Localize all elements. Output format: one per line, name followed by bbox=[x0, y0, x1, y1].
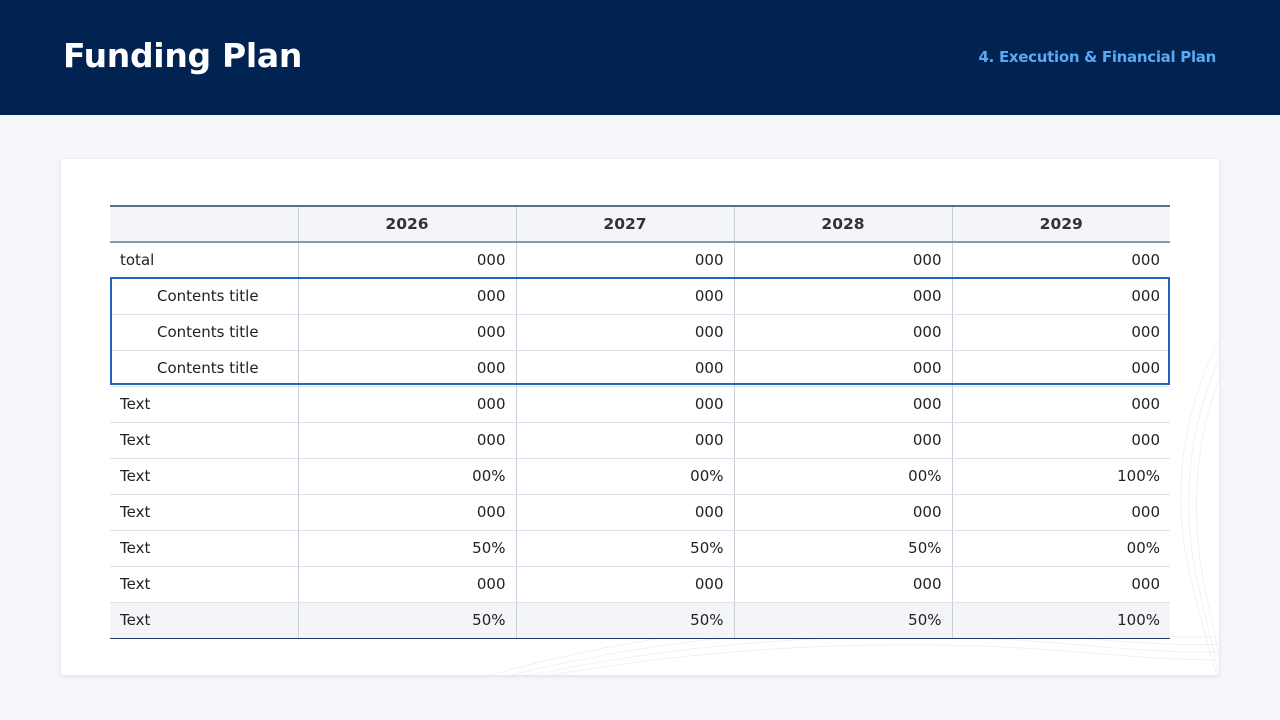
row-label: Text bbox=[110, 494, 298, 531]
table-cell: 000 bbox=[515, 278, 734, 315]
table-row: Contents title 000 000 000 000 bbox=[110, 350, 1170, 387]
page-title: Funding Plan bbox=[63, 36, 303, 75]
table-cell: 000 bbox=[733, 242, 952, 279]
table-cell: 000 bbox=[515, 422, 734, 459]
column-header-2029: 2029 bbox=[951, 205, 1170, 243]
table-cell: 00% bbox=[733, 458, 952, 495]
table-cell: 000 bbox=[951, 422, 1170, 459]
row-label: Contents title bbox=[110, 350, 298, 387]
table-cell: 50% bbox=[733, 530, 952, 567]
row-label: Text bbox=[110, 530, 298, 567]
table-cell: 000 bbox=[297, 350, 516, 387]
table-cell: 000 bbox=[515, 494, 734, 531]
table-row: Text 00% 00% 00% 100% bbox=[110, 458, 1170, 495]
table-cell: 50% bbox=[515, 602, 734, 639]
row-label: Text bbox=[110, 386, 298, 423]
table-cell: 00% bbox=[297, 458, 516, 495]
table-cell: 000 bbox=[297, 314, 516, 351]
table-cell: 100% bbox=[951, 602, 1170, 639]
table-row: Text 000 000 000 000 bbox=[110, 386, 1170, 423]
table-cell: 50% bbox=[297, 602, 516, 639]
table-cell: 000 bbox=[951, 350, 1170, 387]
table-cell: 00% bbox=[951, 530, 1170, 567]
column-header-2026: 2026 bbox=[297, 205, 516, 243]
column-header-label bbox=[110, 205, 298, 243]
table-cell: 000 bbox=[951, 314, 1170, 351]
table-cell: 000 bbox=[515, 566, 734, 603]
table-cell: 000 bbox=[297, 386, 516, 423]
table-cell: 000 bbox=[733, 566, 952, 603]
table-cell: 000 bbox=[515, 314, 734, 351]
row-label: Text bbox=[110, 458, 298, 495]
table-cell: 000 bbox=[733, 422, 952, 459]
row-label: Text bbox=[110, 602, 298, 639]
table-cell: 000 bbox=[951, 494, 1170, 531]
row-label: Contents title bbox=[110, 314, 298, 351]
content-card: 2026 2027 2028 2029 total 000 000 000 00… bbox=[61, 159, 1219, 675]
table-cell: 000 bbox=[733, 350, 952, 387]
row-label: Contents title bbox=[110, 278, 298, 315]
table-cell: 000 bbox=[733, 494, 952, 531]
table-cell: 000 bbox=[297, 422, 516, 459]
table-row: Text 000 000 000 000 bbox=[110, 566, 1170, 603]
table-cell: 50% bbox=[515, 530, 734, 567]
table-cell: 50% bbox=[297, 530, 516, 567]
table-cell: 000 bbox=[297, 566, 516, 603]
table-header-row: 2026 2027 2028 2029 bbox=[110, 205, 1170, 243]
table-cell: 100% bbox=[951, 458, 1170, 495]
table-cell: 000 bbox=[297, 494, 516, 531]
table-row: Text 50% 50% 50% 00% bbox=[110, 530, 1170, 567]
table-cell: 000 bbox=[297, 242, 516, 279]
funding-table: 2026 2027 2028 2029 total 000 000 000 00… bbox=[110, 205, 1170, 639]
table-cell: 000 bbox=[733, 386, 952, 423]
row-label: Text bbox=[110, 422, 298, 459]
column-header-2028: 2028 bbox=[733, 205, 952, 243]
table-row: Text 000 000 000 000 bbox=[110, 422, 1170, 459]
header-bar: Funding Plan 4. Execution & Financial Pl… bbox=[0, 0, 1280, 115]
table-cell: 000 bbox=[733, 314, 952, 351]
table-cell: 000 bbox=[515, 242, 734, 279]
table-cell: 50% bbox=[733, 602, 952, 639]
table-cell: 000 bbox=[515, 350, 734, 387]
table-cell: 000 bbox=[951, 566, 1170, 603]
row-label: Text bbox=[110, 566, 298, 603]
funding-table-wrapper: 2026 2027 2028 2029 total 000 000 000 00… bbox=[110, 205, 1170, 639]
table-cell: 000 bbox=[515, 386, 734, 423]
table-cell: 000 bbox=[951, 242, 1170, 279]
table-row: Contents title 000 000 000 000 bbox=[110, 314, 1170, 351]
table-cell: 000 bbox=[951, 278, 1170, 315]
table-row: Contents title 000 000 000 000 bbox=[110, 278, 1170, 315]
section-label: 4. Execution & Financial Plan bbox=[978, 48, 1217, 66]
table-row: total 000 000 000 000 bbox=[110, 242, 1170, 279]
table-cell: 000 bbox=[297, 278, 516, 315]
table-cell: 000 bbox=[951, 386, 1170, 423]
table-cell: 00% bbox=[515, 458, 734, 495]
column-header-2027: 2027 bbox=[515, 205, 734, 243]
row-label: total bbox=[110, 242, 298, 279]
table-row: Text 000 000 000 000 bbox=[110, 494, 1170, 531]
table-row-summary: Text 50% 50% 50% 100% bbox=[110, 602, 1170, 639]
table-cell: 000 bbox=[733, 278, 952, 315]
